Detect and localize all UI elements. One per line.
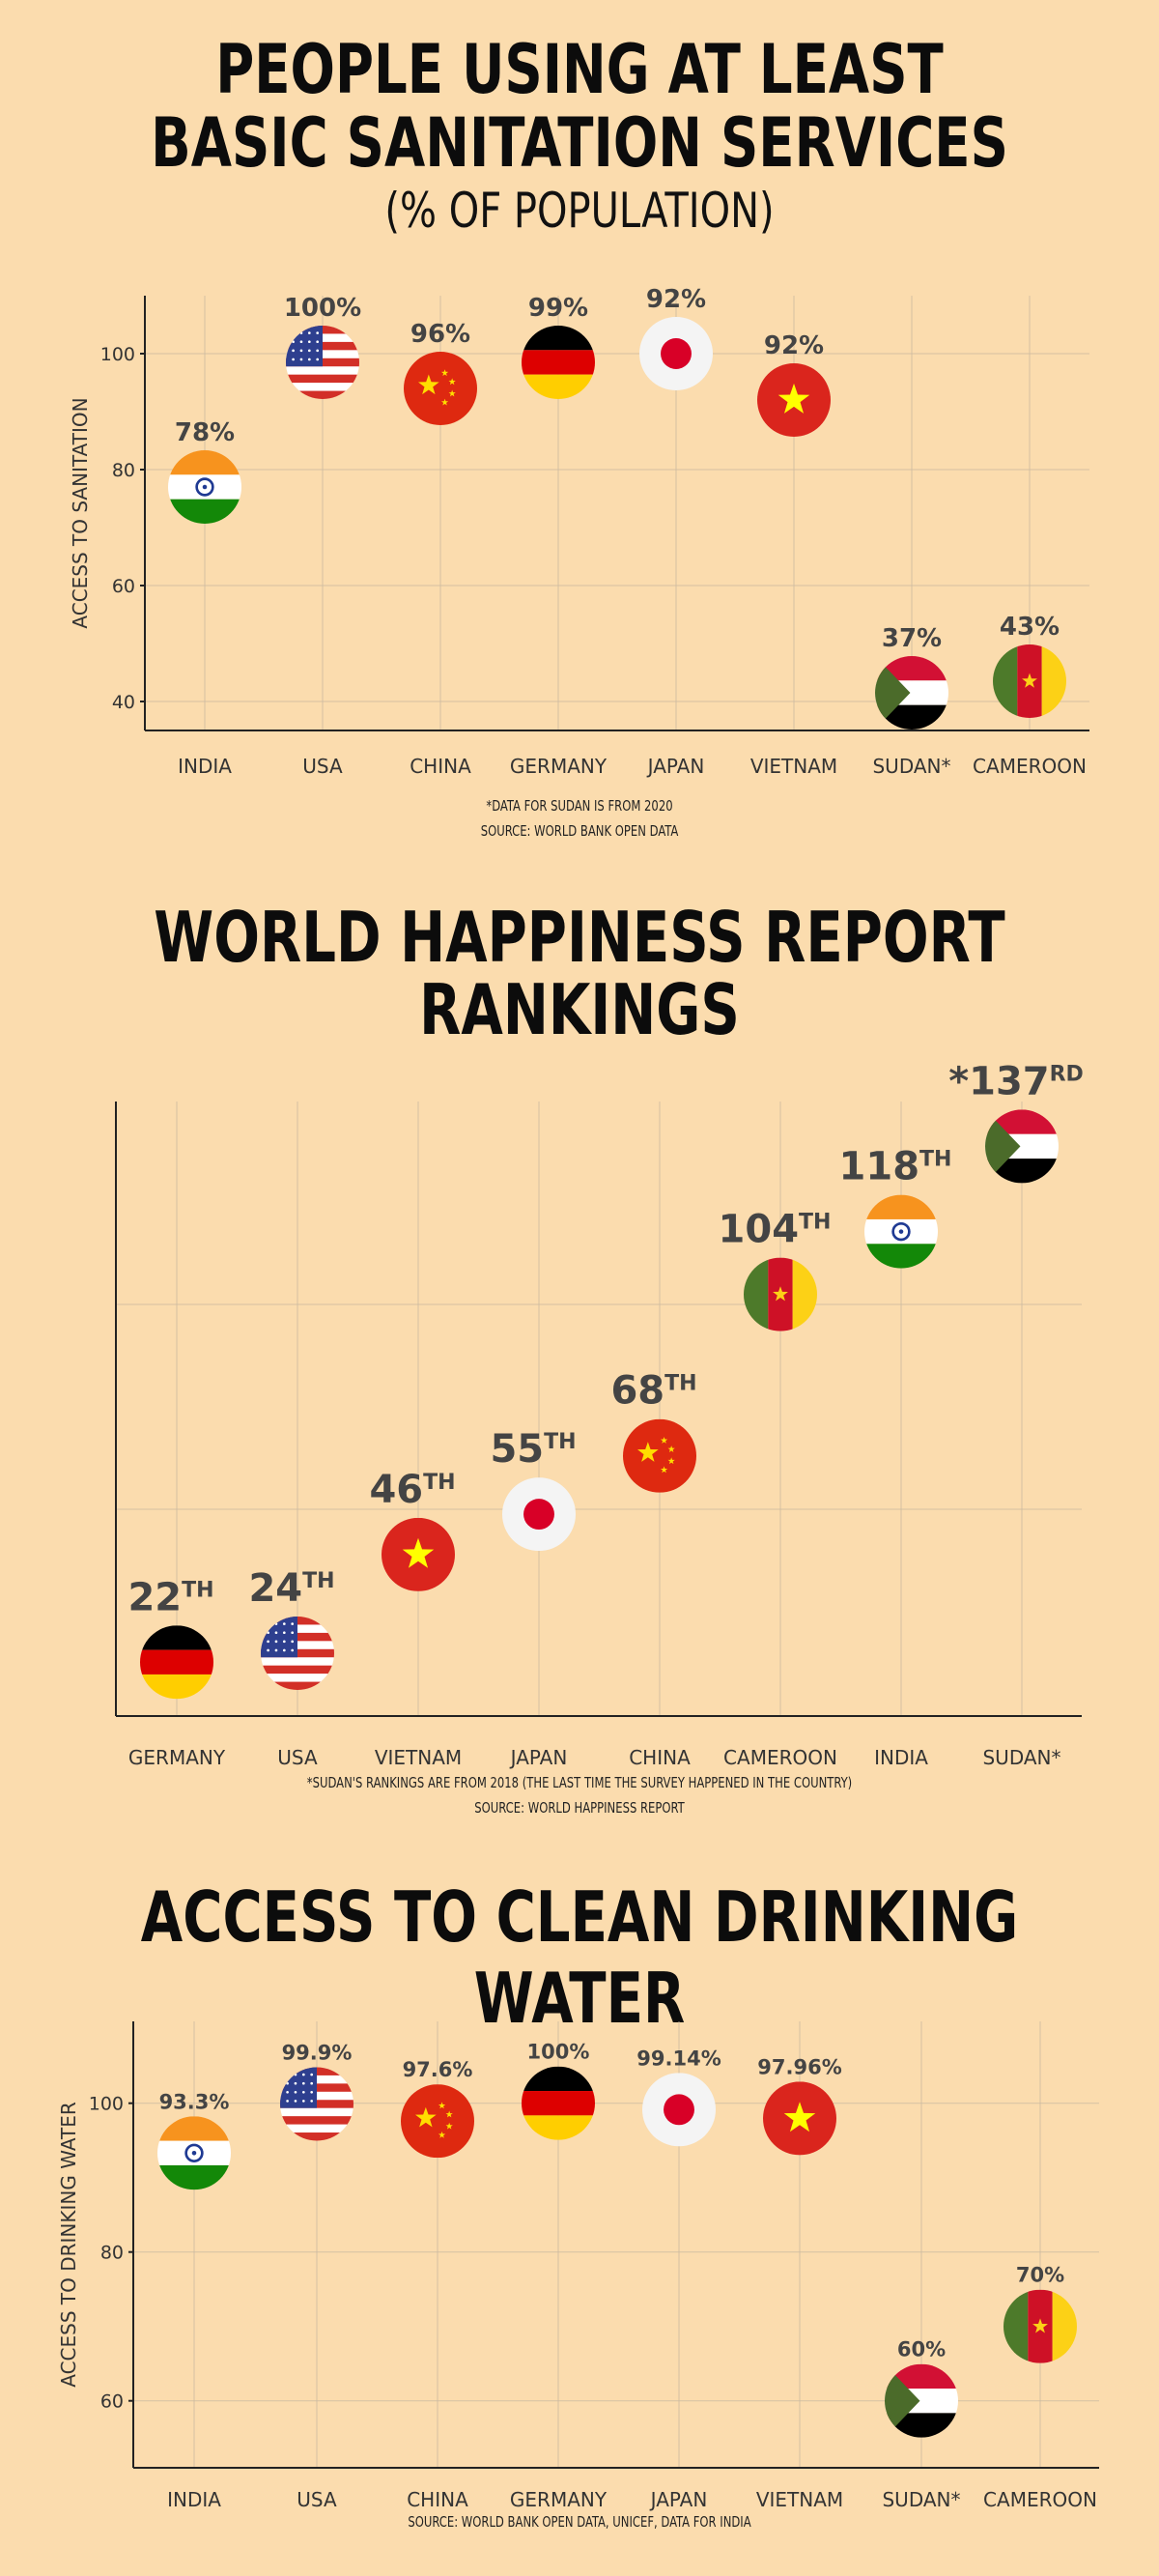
flag-japan-icon — [502, 1477, 576, 1552]
flag-usa-icon — [286, 326, 359, 399]
y-axis-label: ACCESS TO SANITATION — [69, 397, 92, 628]
x-tick-label: VIETNAM — [750, 755, 837, 778]
sanitation-chart: 40 60 80 100 ACCESS TO SANITATION INDIA 78% USA… — [69, 285, 1089, 778]
flag-usa-icon — [261, 1617, 334, 1691]
x-tick-label: VIETNAM — [375, 1746, 462, 1769]
flag-china-icon — [623, 1418, 696, 1493]
data-label: 100% — [284, 294, 361, 323]
sanitation-note: *DATA FOR SUDAN IS FROM 2020 — [486, 797, 673, 815]
data-label: 97.96% — [757, 2055, 841, 2078]
x-tick-label: GERMANY — [510, 2488, 608, 2511]
flag-vietnam-icon — [382, 1517, 455, 1591]
x-tick-label: CHINA — [407, 2488, 468, 2511]
x-tick-label: CAMEROON — [983, 2488, 1097, 2511]
flag-india-icon — [864, 1194, 938, 1269]
data-label: 43% — [1000, 613, 1060, 642]
happiness-note: *SUDAN'S RANKINGS ARE FROM 2018 (THE LAS… — [306, 1774, 853, 1791]
x-tick-label: USA — [302, 755, 343, 778]
y-axis-label: ACCESS TO DRINKING WATER — [57, 2102, 80, 2388]
flag-vietnam-icon — [763, 2081, 836, 2156]
x-tick-label: GERMANY — [128, 1746, 226, 1769]
y-tick-label: 80 — [100, 2243, 124, 2264]
x-tick-label: JAPAN — [509, 1746, 568, 1769]
data-label: 99% — [528, 294, 588, 323]
flag-germany-icon — [522, 2066, 595, 2140]
data-label: 99.9% — [282, 2041, 353, 2064]
x-tick-label: CAMEROON — [973, 755, 1087, 778]
y-tick-label: 60 — [100, 2391, 124, 2413]
x-tick-label: SUDAN* — [982, 1746, 1060, 1769]
data-label: 78% — [175, 418, 235, 447]
happiness-chart: GERMANY22THUSA24THVIETNAM46THJAPAN55THCH… — [115, 1059, 1084, 1769]
data-label: 92% — [764, 331, 824, 360]
sanitation-title-line-2: BASIC SANITATION SERVICES — [151, 103, 1008, 183]
y-tick-label: 40 — [112, 692, 135, 713]
water-source: SOURCE: WORLD BANK OPEN DATA, UNICEF, DA… — [408, 2513, 751, 2531]
flag-usa-icon — [280, 2067, 353, 2141]
x-tick-label: SUDAN* — [882, 2488, 960, 2511]
flag-china-icon — [401, 2084, 474, 2159]
water-chart: 60 80 100 ACCESS TO DRINKING WATER INDIA 93.3… — [57, 2021, 1099, 2511]
x-tick-label: SUDAN* — [872, 755, 950, 778]
data-label: 70% — [1016, 2264, 1064, 2287]
y-tick-label: 60 — [112, 576, 135, 597]
x-tick-label: INDIA — [167, 2488, 221, 2511]
y-tick-label: 100 — [100, 344, 135, 365]
happiness-title-line-2: RANKINGS — [419, 969, 740, 1050]
data-label: 92% — [646, 285, 706, 314]
sanitation-source: SOURCE: WORLD BANK OPEN DATA — [480, 822, 679, 840]
data-label: 100% — [527, 2041, 590, 2064]
water-title: ACCESS TO CLEAN DRINKING WATER — [140, 1876, 1019, 2039]
data-label: 37% — [882, 624, 942, 653]
data-label: 93.3% — [159, 2090, 230, 2113]
x-tick-label: VIETNAM — [756, 2488, 843, 2511]
sanitation-subtitle: (% OF POPULATION) — [384, 183, 775, 239]
flag-vietnam-icon — [757, 363, 831, 437]
flag-china-icon — [404, 352, 477, 425]
flag-cameroon-icon — [1004, 2289, 1077, 2363]
x-tick-label: JAPAN — [649, 2488, 708, 2511]
happiness-title-line-1: WORLD HAPPINESS REPORT — [154, 897, 1005, 978]
data-label: 99.14% — [636, 2046, 721, 2070]
data-label: 60% — [897, 2338, 946, 2361]
flag-japan-icon — [639, 317, 713, 390]
flag-india-icon — [157, 2116, 231, 2190]
x-tick-label: CAMEROON — [723, 1746, 837, 1769]
x-tick-label: USA — [297, 2488, 337, 2511]
y-tick-label: 100 — [89, 2094, 124, 2115]
rank-label: 24TH — [248, 1566, 334, 1611]
x-tick-label: INDIA — [874, 1746, 928, 1769]
x-tick-label: GERMANY — [510, 755, 608, 778]
flag-sudan-icon — [885, 2363, 958, 2438]
x-tick-label: JAPAN — [646, 755, 705, 778]
x-tick-label: CHINA — [410, 755, 471, 778]
y-tick-label: 80 — [112, 460, 135, 481]
sanitation-chart-panel: PEOPLE USING AT LEAST BASIC SANITATION S… — [0, 0, 1159, 860]
x-tick-label: CHINA — [629, 1746, 691, 1769]
data-label: 97.6% — [403, 2058, 473, 2081]
x-tick-label: INDIA — [178, 755, 232, 778]
data-label: 96% — [410, 320, 470, 349]
happiness-source: SOURCE: WORLD HAPPINESS REPORT — [474, 1799, 685, 1817]
happiness-chart-panel: WORLD HAPPINESS REPORT RANKINGS GERMANY 2… — [115, 897, 1084, 1817]
x-tick-label: USA — [277, 1746, 318, 1769]
sanitation-title-line-1: PEOPLE USING AT LEAST — [215, 30, 944, 109]
flag-japan-icon — [642, 2073, 716, 2147]
